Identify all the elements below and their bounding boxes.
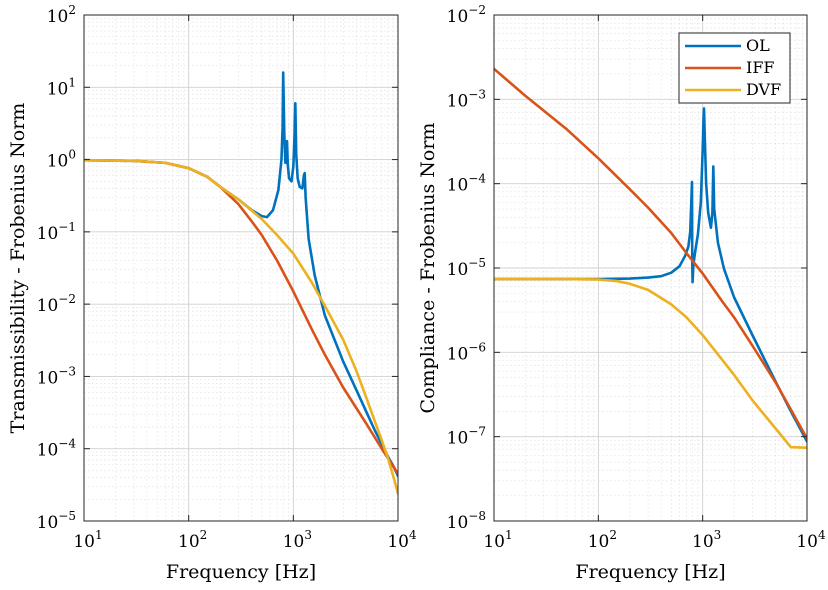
y-tick-label: 100 xyxy=(47,148,76,172)
y-axis-label: Compliance - Frobenius Norm xyxy=(417,123,439,414)
x-tick-label: 101 xyxy=(483,528,512,552)
legend-label-dvf: DVF xyxy=(746,80,781,99)
y-tick-label: 10−5 xyxy=(447,256,486,280)
series-lines xyxy=(84,71,398,495)
tick-marks xyxy=(83,14,399,522)
series-line-dvf xyxy=(494,277,807,449)
x-tick-label: 103 xyxy=(692,528,721,552)
x-tick-label: 102 xyxy=(178,528,207,552)
tick-marks xyxy=(493,14,808,522)
y-tick-label: 10−4 xyxy=(447,172,487,196)
y-tick-label: 10−3 xyxy=(37,364,76,388)
series-lines xyxy=(494,67,807,449)
y-tick-label: 101 xyxy=(47,75,76,99)
x-tick-label: 101 xyxy=(73,528,102,552)
x-axis-label: Frequency [Hz] xyxy=(575,561,725,583)
y-tick-label: 102 xyxy=(47,3,76,27)
plot-1: 101 102 103 104 10−5 10−4 10−3 10−2 10−1 100 101 10… xyxy=(7,3,417,583)
y-tick-label: 10−2 xyxy=(447,3,486,27)
y-tick-label: 10−3 xyxy=(447,87,486,111)
axes-box xyxy=(83,14,399,522)
y-tick-label: 10−7 xyxy=(447,425,486,449)
series-line-dvf xyxy=(84,158,398,495)
y-axis-label: Transmissibility - Frobenius Norm xyxy=(7,103,29,434)
y-tick-label: 10−8 xyxy=(447,509,486,533)
y-tick-label: 10−1 xyxy=(37,220,76,244)
x-tick-label: 104 xyxy=(387,528,417,552)
x-tick-label: 102 xyxy=(588,528,617,552)
plot-area xyxy=(84,15,398,521)
y-tick-label: 10−6 xyxy=(447,340,486,364)
series-line-ol xyxy=(494,107,807,443)
x-axis-label: Frequency [Hz] xyxy=(166,561,316,583)
y-tick-label: 10−4 xyxy=(37,437,77,461)
legend: OL IFF DVF xyxy=(678,32,791,104)
plot-2: 101 102 103 104 10−8 10−7 10−6 10−5 10−4 10−3 10−2… xyxy=(417,3,826,583)
series-line-iff xyxy=(494,67,807,440)
y-tick-label: 10−2 xyxy=(37,292,76,316)
legend-label-iff: IFF xyxy=(746,58,775,77)
x-tick-label: 103 xyxy=(283,528,312,552)
legend-label-ol: OL xyxy=(746,36,770,55)
y-tick-label: 10−5 xyxy=(37,509,76,533)
x-tick-label: 104 xyxy=(796,528,826,552)
minor-grid xyxy=(84,15,398,521)
